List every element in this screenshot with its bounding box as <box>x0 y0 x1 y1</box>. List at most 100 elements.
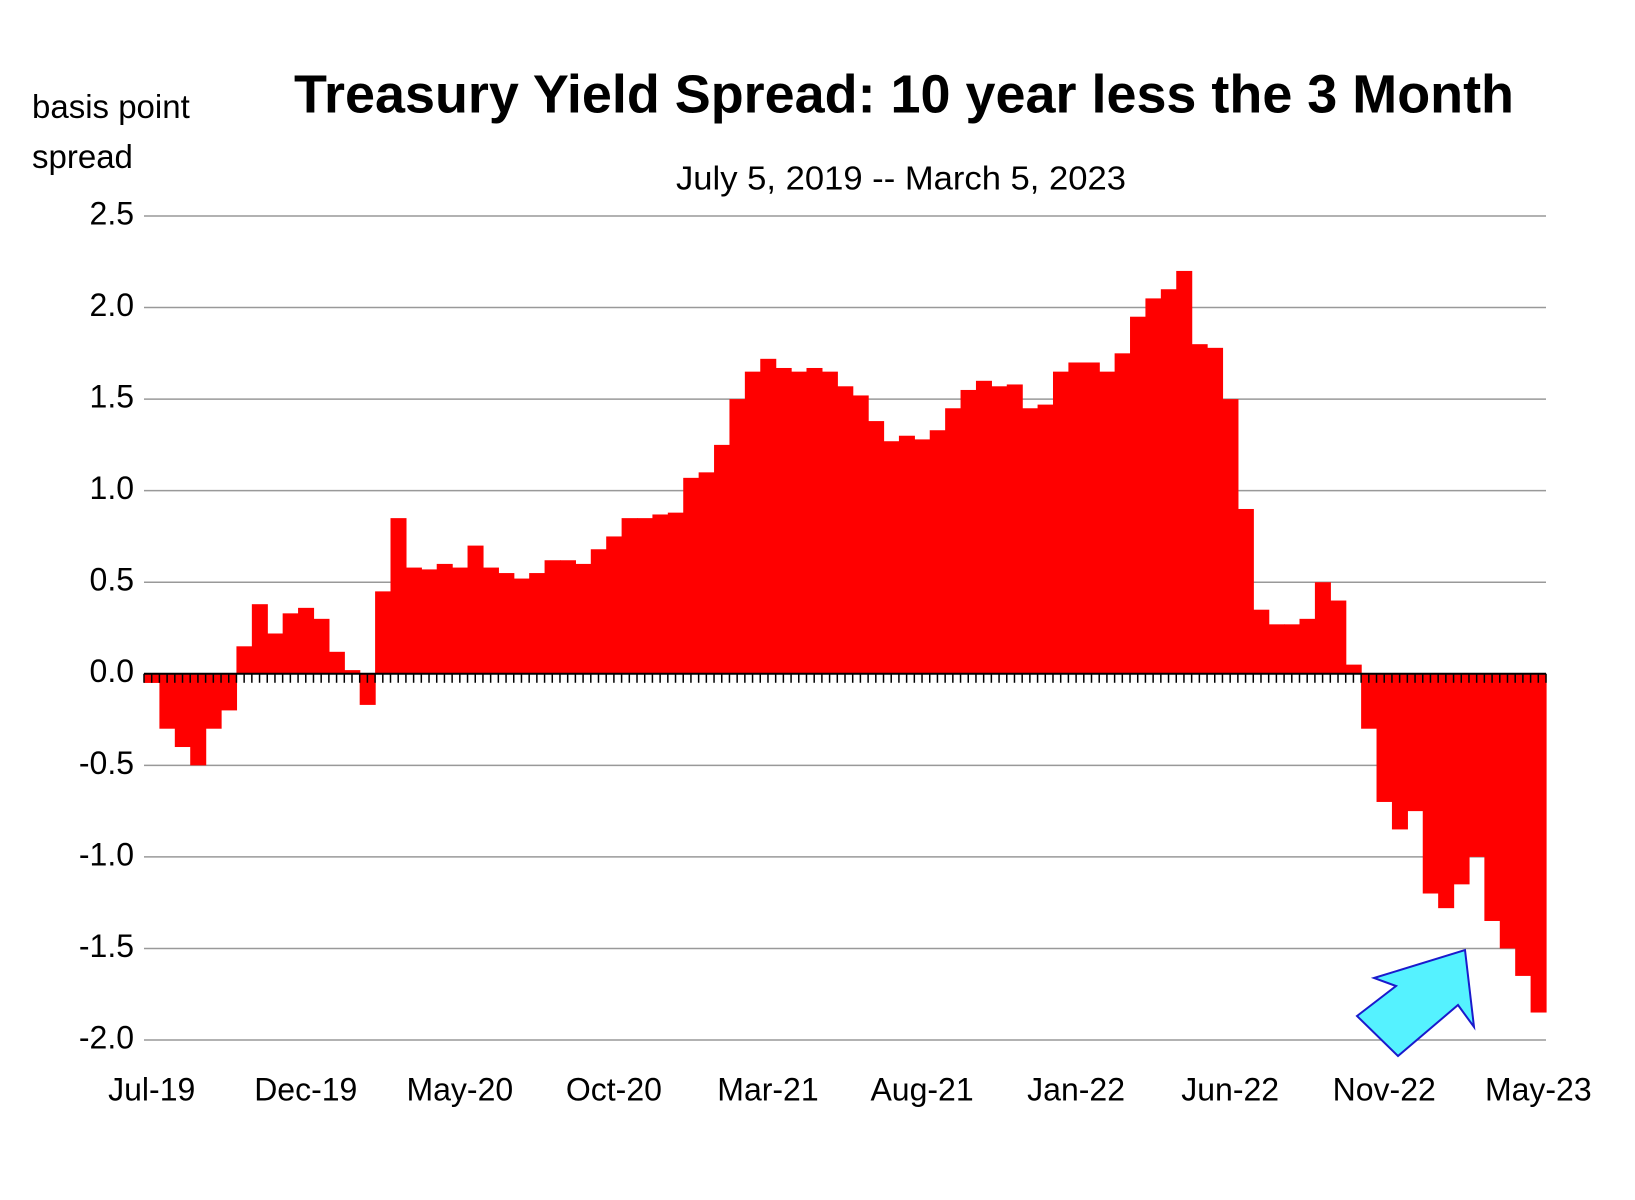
bar <box>498 573 515 674</box>
bar <box>1345 664 1362 674</box>
bar <box>606 536 623 674</box>
x-tick-label: May-20 <box>406 1071 513 1107</box>
bar <box>698 472 715 674</box>
bar <box>714 444 731 674</box>
bar <box>159 673 176 729</box>
x-tick-label: Jun-22 <box>1181 1071 1279 1107</box>
x-tick-label: Jul-19 <box>108 1071 195 1107</box>
x-tick-label: Dec-19 <box>254 1071 357 1107</box>
bar <box>1068 362 1085 674</box>
bar <box>1438 673 1455 909</box>
bar <box>791 371 808 674</box>
y-tick-label: -1.0 <box>79 836 134 872</box>
bar <box>1468 673 1485 857</box>
bar <box>190 673 207 766</box>
bar <box>1160 289 1177 674</box>
bar <box>1422 673 1439 894</box>
bar <box>390 518 407 674</box>
bar <box>575 563 592 674</box>
bar <box>744 371 761 674</box>
y-tick-label: 1.0 <box>90 470 134 506</box>
bar <box>282 613 299 674</box>
y-tick-label: 0.0 <box>90 653 134 689</box>
x-tick-label: Oct-20 <box>566 1071 662 1107</box>
y-axis-label: basis point spread <box>32 88 190 175</box>
bar <box>221 673 238 711</box>
bar <box>1052 371 1069 674</box>
bar <box>1176 270 1193 674</box>
bar <box>637 518 654 674</box>
y-tick-label: 2.0 <box>90 287 134 323</box>
bar <box>991 386 1008 674</box>
bar <box>1022 408 1039 674</box>
bar <box>298 607 315 674</box>
chart-subtitle: July 5, 2019 -- March 5, 2023 <box>676 160 1126 197</box>
y-tick-label: 0.5 <box>90 562 134 598</box>
bar <box>652 514 669 674</box>
bar <box>1006 384 1023 674</box>
bar <box>1376 673 1393 802</box>
bar <box>883 441 900 674</box>
bar <box>1407 673 1424 812</box>
bar <box>251 604 268 674</box>
y-tick-label: -0.5 <box>79 745 134 781</box>
x-tick-label: Aug-21 <box>870 1071 973 1107</box>
y-tick-label: -1.5 <box>79 928 134 964</box>
x-tick-label: May-23 <box>1485 1071 1592 1107</box>
bar <box>1484 673 1501 921</box>
bar <box>960 389 977 674</box>
x-tick-label: Mar-21 <box>717 1071 818 1107</box>
bar <box>1222 399 1239 674</box>
bar <box>898 435 915 674</box>
bar <box>975 380 992 674</box>
bar <box>1499 673 1516 949</box>
y-tick-label: 1.5 <box>90 379 134 415</box>
bar <box>667 512 684 674</box>
bar <box>621 518 638 674</box>
bar <box>1130 316 1147 674</box>
bar <box>775 367 792 674</box>
bar <box>1237 508 1254 674</box>
bar <box>313 618 330 674</box>
bar <box>174 673 191 748</box>
x-tick-label: Jan-22 <box>1027 1071 1125 1107</box>
bar <box>1253 609 1270 674</box>
bar <box>729 399 746 674</box>
bar <box>205 673 222 729</box>
bar <box>1361 673 1378 729</box>
bar <box>467 545 484 674</box>
bar <box>806 367 823 674</box>
bar <box>1207 347 1224 674</box>
bar <box>590 549 607 674</box>
bar <box>559 560 576 674</box>
bar <box>1099 371 1116 674</box>
bar <box>1330 600 1347 674</box>
bar <box>683 477 700 674</box>
bar <box>421 569 438 674</box>
bar <box>375 591 392 674</box>
bar <box>482 567 499 674</box>
bar <box>1083 362 1100 674</box>
bar <box>1145 298 1162 674</box>
bar <box>344 670 361 674</box>
bar <box>852 395 869 674</box>
bar <box>1530 673 1547 1013</box>
bar <box>1453 673 1470 885</box>
bar <box>236 646 253 674</box>
bar <box>1114 353 1131 674</box>
bar <box>529 573 546 674</box>
bar <box>1284 624 1301 674</box>
chart-title: Treasury Yield Spread: 10 year less the … <box>294 64 1514 124</box>
bar <box>513 578 530 674</box>
bar <box>436 563 453 674</box>
bar <box>328 651 345 674</box>
bar <box>760 358 777 674</box>
bar <box>1391 673 1408 830</box>
bar <box>914 439 931 674</box>
x-tick-label: Nov-22 <box>1333 1071 1436 1107</box>
y-tick-label: -2.0 <box>79 1019 134 1055</box>
bar <box>544 560 561 674</box>
bar <box>1268 624 1285 674</box>
